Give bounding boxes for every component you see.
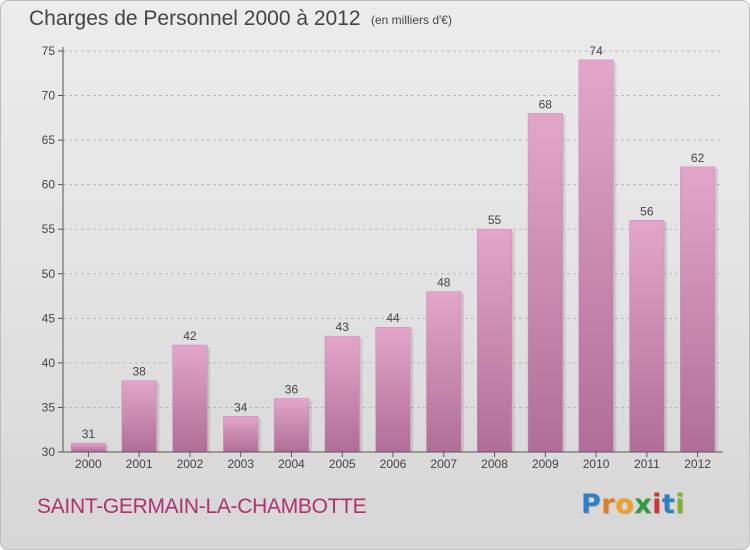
x-tick-label-2011: 2011 [634, 457, 660, 471]
logo-letter: x [634, 489, 653, 520]
logo-letter: i [675, 489, 686, 520]
x-tick-label-2010: 2010 [583, 457, 610, 471]
x-tick-label-2008: 2008 [481, 457, 508, 471]
bar-2003[interactable] [223, 416, 259, 453]
bar-2008[interactable] [477, 228, 513, 453]
x-tick-label-2009: 2009 [532, 457, 559, 471]
x-tick-label-2000: 2000 [75, 457, 102, 471]
value-label-2009: 68 [539, 97, 553, 111]
y-tick-label: 75 [42, 44, 56, 58]
y-tick-label: 55 [42, 222, 56, 236]
value-label-2008: 55 [488, 213, 502, 227]
bars [70, 59, 718, 453]
x-tick-label-2002: 2002 [177, 457, 204, 471]
logo-letter: t [661, 489, 676, 520]
bar-2004[interactable] [273, 398, 309, 453]
x-tick-label-2007: 2007 [430, 457, 457, 471]
value-label-2002: 42 [183, 329, 197, 343]
x-tick-label-2004: 2004 [278, 457, 305, 471]
value-label-2006: 44 [386, 311, 400, 325]
bar-2006[interactable] [375, 326, 411, 453]
bar-2007[interactable] [426, 291, 462, 453]
value-label-2003: 34 [234, 400, 248, 414]
value-label-2011: 56 [640, 204, 654, 218]
x-tick-label-2003: 2003 [227, 457, 254, 471]
commune-name: SAINT-GERMAIN-LA-CHAMBOTTE [37, 495, 367, 518]
bar-2011[interactable] [629, 220, 665, 453]
logo-letter: o [615, 489, 635, 520]
value-label-2007: 48 [437, 276, 451, 290]
y-tick-label: 60 [42, 178, 56, 192]
chart-title: Charges de Personnel 2000 à 2012 [29, 7, 361, 30]
proxiti-logo[interactable]: Proxiti [581, 489, 685, 520]
bar-2012[interactable] [680, 166, 716, 453]
x-tick-label-2006: 2006 [380, 457, 407, 471]
axes: 30 35 40 45 50 55 60 65 70 75 2000 2001 2002 2003 2004… [42, 44, 723, 471]
value-label-2005: 43 [336, 320, 350, 334]
value-labels: 31 38 42 34 36 43 44 48 55 68 74 56 62 [82, 44, 705, 441]
logo-letter: P [581, 489, 602, 520]
y-tick-label: 65 [42, 133, 56, 147]
y-tick-label: 50 [42, 267, 56, 281]
bar-2001[interactable] [121, 380, 157, 453]
value-label-2010: 74 [589, 44, 603, 58]
bar-2002[interactable] [172, 344, 208, 453]
value-label-2012: 62 [691, 151, 705, 165]
value-label-2000: 31 [82, 427, 96, 441]
bar-2000[interactable] [70, 442, 106, 453]
x-tick-label-2012: 2012 [684, 457, 711, 471]
value-label-2004: 36 [285, 383, 299, 397]
x-tick-label-2001: 2001 [126, 457, 153, 471]
y-tick-label: 70 [42, 89, 56, 103]
logo-letter: r [601, 489, 616, 520]
bar-2010[interactable] [578, 59, 614, 453]
y-tick-label: 40 [42, 356, 56, 370]
x-tick-label-2005: 2005 [329, 457, 356, 471]
value-label-2001: 38 [132, 365, 146, 379]
y-tick-label: 35 [42, 400, 56, 414]
bar-2005[interactable] [324, 335, 360, 453]
bar-2009[interactable] [527, 113, 563, 453]
y-tick-label: 45 [42, 311, 56, 325]
logo-letter: i [652, 489, 662, 520]
y-tick-label: 30 [42, 445, 56, 459]
chart-subtitle: (en milliers d'€) [371, 13, 452, 27]
